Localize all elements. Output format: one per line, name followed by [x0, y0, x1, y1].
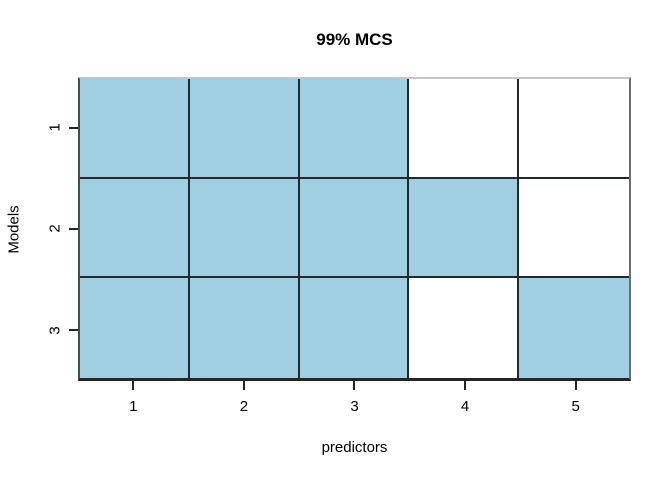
x-tick-slot — [410, 381, 521, 390]
x-tick-label: 2 — [239, 398, 249, 415]
heatmap-grid — [78, 77, 631, 381]
heatmap-cell — [80, 79, 190, 179]
x-tick-mark — [574, 381, 577, 390]
heatmap-cell — [519, 178, 629, 279]
x-tick-slot — [78, 381, 189, 390]
heatmap-cell — [80, 278, 190, 378]
heatmap-cell — [519, 79, 629, 179]
heatmap-cell — [189, 178, 300, 279]
x-tick-mark — [132, 381, 135, 390]
heatmap-cell — [409, 79, 520, 179]
y-axis-title: Models — [5, 204, 23, 254]
heatmap-cell — [299, 178, 410, 279]
x-axis-ticks — [78, 381, 631, 390]
x-tick-label: 4 — [460, 398, 470, 415]
y-tick-label: 3 — [46, 326, 64, 335]
x-tick-mark — [464, 381, 467, 390]
x-tick-mark — [242, 381, 245, 390]
heatmap-cell — [299, 278, 410, 378]
y-tick-label-slot: 2 — [44, 178, 66, 279]
x-tick-slot — [299, 381, 410, 390]
x-tick-slot — [189, 381, 300, 390]
y-axis-title-container: Models — [3, 77, 25, 381]
heatmap-cell — [189, 79, 300, 179]
y-tick-label: 1 — [46, 123, 64, 132]
x-tick-label: 3 — [350, 398, 359, 415]
y-tick-slot — [69, 77, 78, 178]
y-tick-mark — [69, 329, 78, 332]
heatmap-cell — [189, 278, 300, 378]
x-tick-label: 1 — [129, 398, 138, 415]
y-axis-ticks — [69, 77, 78, 381]
chart-title: 99% MCS — [316, 30, 393, 49]
x-tick-labels: 1 2 3 4 5 — [78, 398, 631, 415]
x-tick-label: 5 — [571, 398, 580, 415]
x-tick-mark — [353, 381, 356, 390]
heatmap-cell — [80, 178, 190, 279]
heatmap-cell — [519, 278, 629, 378]
y-tick-labels: 1 2 3 — [44, 77, 66, 381]
x-tick-slot — [520, 381, 631, 390]
heatmap-cell — [299, 79, 410, 179]
y-tick-slot — [69, 178, 78, 279]
heatmap-cell — [409, 178, 520, 279]
y-tick-slot — [69, 280, 78, 381]
y-tick-mark — [69, 126, 78, 129]
y-tick-label-slot: 1 — [44, 77, 66, 178]
y-tick-label: 2 — [46, 224, 64, 234]
heatmap-cell — [409, 278, 520, 378]
y-tick-label-slot: 3 — [44, 280, 66, 381]
y-tick-mark — [69, 227, 78, 230]
x-axis-title: predictors — [321, 439, 388, 456]
